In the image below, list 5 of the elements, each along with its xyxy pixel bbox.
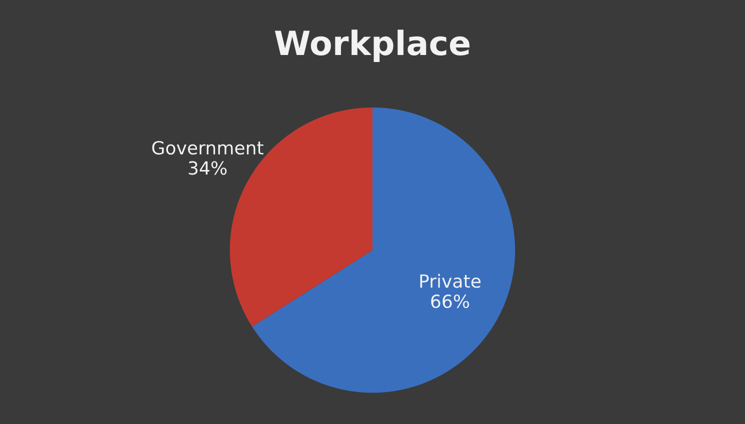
data-label: 34% [188,161,227,175]
slice-label: Government [152,140,264,155]
chart-title: Workplace [274,30,470,62]
slice-label: Private [420,274,480,288]
data-label: 66% [431,294,470,308]
